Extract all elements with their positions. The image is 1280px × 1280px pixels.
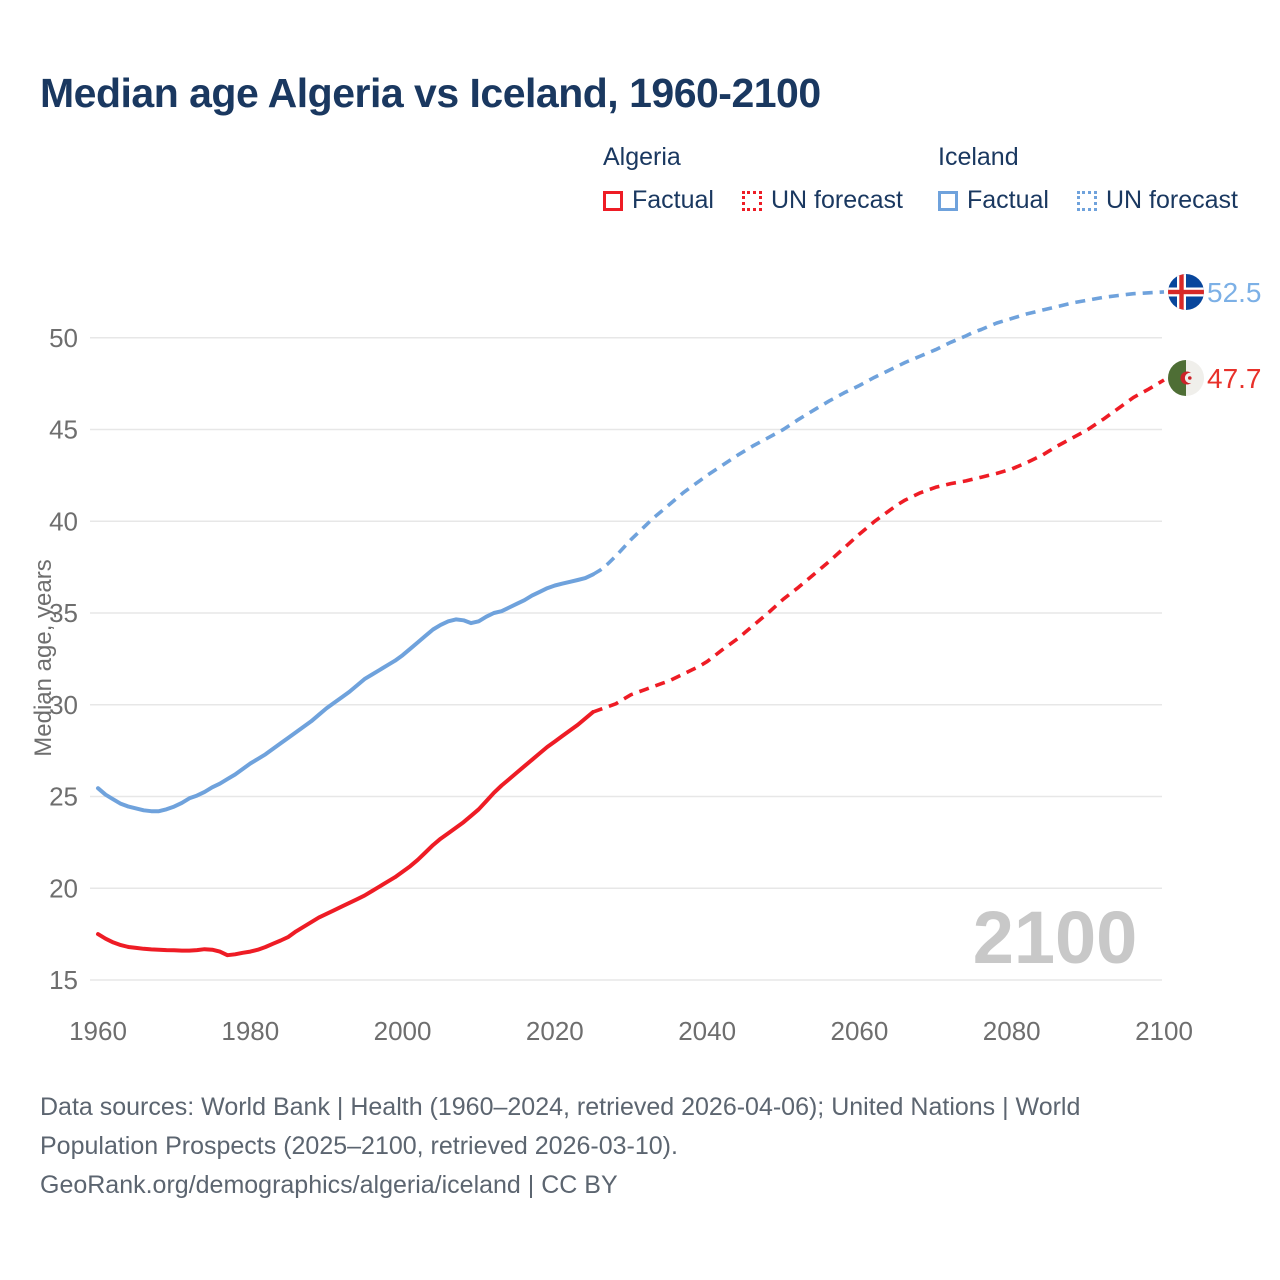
- source-line-3: GeoRank.org/demographics/algeria/iceland…: [40, 1171, 618, 1199]
- legend-group-title: Iceland: [938, 143, 1019, 171]
- series-algeria-un-forecast[interactable]: [592, 378, 1165, 714]
- legend-label[interactable]: Factual: [967, 186, 1049, 214]
- y-tick-25: 25: [49, 782, 78, 812]
- legend-label[interactable]: UN forecast: [1105, 186, 1238, 214]
- chart-title: Median age Algeria vs Iceland, 1960-2100: [40, 70, 821, 116]
- x-tick-1960: 1960: [69, 1016, 127, 1046]
- x-tick-2060: 2060: [831, 1016, 889, 1046]
- legend-group-title: Algeria: [603, 143, 681, 171]
- source-line-1: Data sources: World Bank | Health (1960–…: [40, 1093, 1081, 1121]
- legend-group-iceland: Iceland Factual UN forecast: [938, 143, 1238, 215]
- series-iceland-un-forecast[interactable]: [591, 290, 1165, 577]
- x-tick-2040: 2040: [678, 1016, 736, 1046]
- y-tick-30: 30: [49, 690, 78, 720]
- algeria-end-value: 47.7: [1207, 363, 1262, 394]
- legend-group-algeria: Algeria Factual UN forecast: [603, 143, 903, 215]
- x-tick-2020: 2020: [526, 1016, 584, 1046]
- iceland-flag-icon: [1168, 274, 1204, 310]
- iceland-end-value: 52.5: [1207, 277, 1262, 308]
- series-iceland-factual[interactable]: [96, 572, 595, 814]
- y-tick-35: 35: [49, 598, 78, 628]
- series-algeria-factual[interactable]: [96, 710, 595, 958]
- x-tick-1980: 1980: [221, 1016, 279, 1046]
- legend-label[interactable]: Factual: [632, 186, 714, 214]
- legend-swatch-algeria-factual[interactable]: [603, 190, 623, 211]
- y-tick-20: 20: [49, 873, 78, 903]
- legend-swatch-iceland-factual[interactable]: [938, 190, 958, 211]
- legend-label[interactable]: UN forecast: [770, 186, 903, 214]
- y-tick-45: 45: [49, 415, 78, 445]
- legend-swatch-algeria-forecast[interactable]: [741, 190, 762, 211]
- y-tick-40: 40: [49, 506, 78, 536]
- x-tick-2080: 2080: [983, 1016, 1041, 1046]
- x-tick-2000: 2000: [374, 1016, 432, 1046]
- legend-swatch-iceland-forecast[interactable]: [1076, 190, 1097, 211]
- watermark-year: 2100: [973, 896, 1138, 979]
- algeria-flag-icon: [1168, 360, 1204, 396]
- x-tick-2100: 2100: [1135, 1016, 1193, 1046]
- y-axis-title: Median age, years: [30, 559, 57, 757]
- source-line-2: Population Prospects (2025–2100, retriev…: [40, 1132, 678, 1160]
- data-sources-note: Data sources: World Bank | Health (1960–…: [40, 1088, 1080, 1205]
- y-tick-50: 50: [49, 323, 78, 353]
- y-tick-15: 15: [49, 965, 78, 995]
